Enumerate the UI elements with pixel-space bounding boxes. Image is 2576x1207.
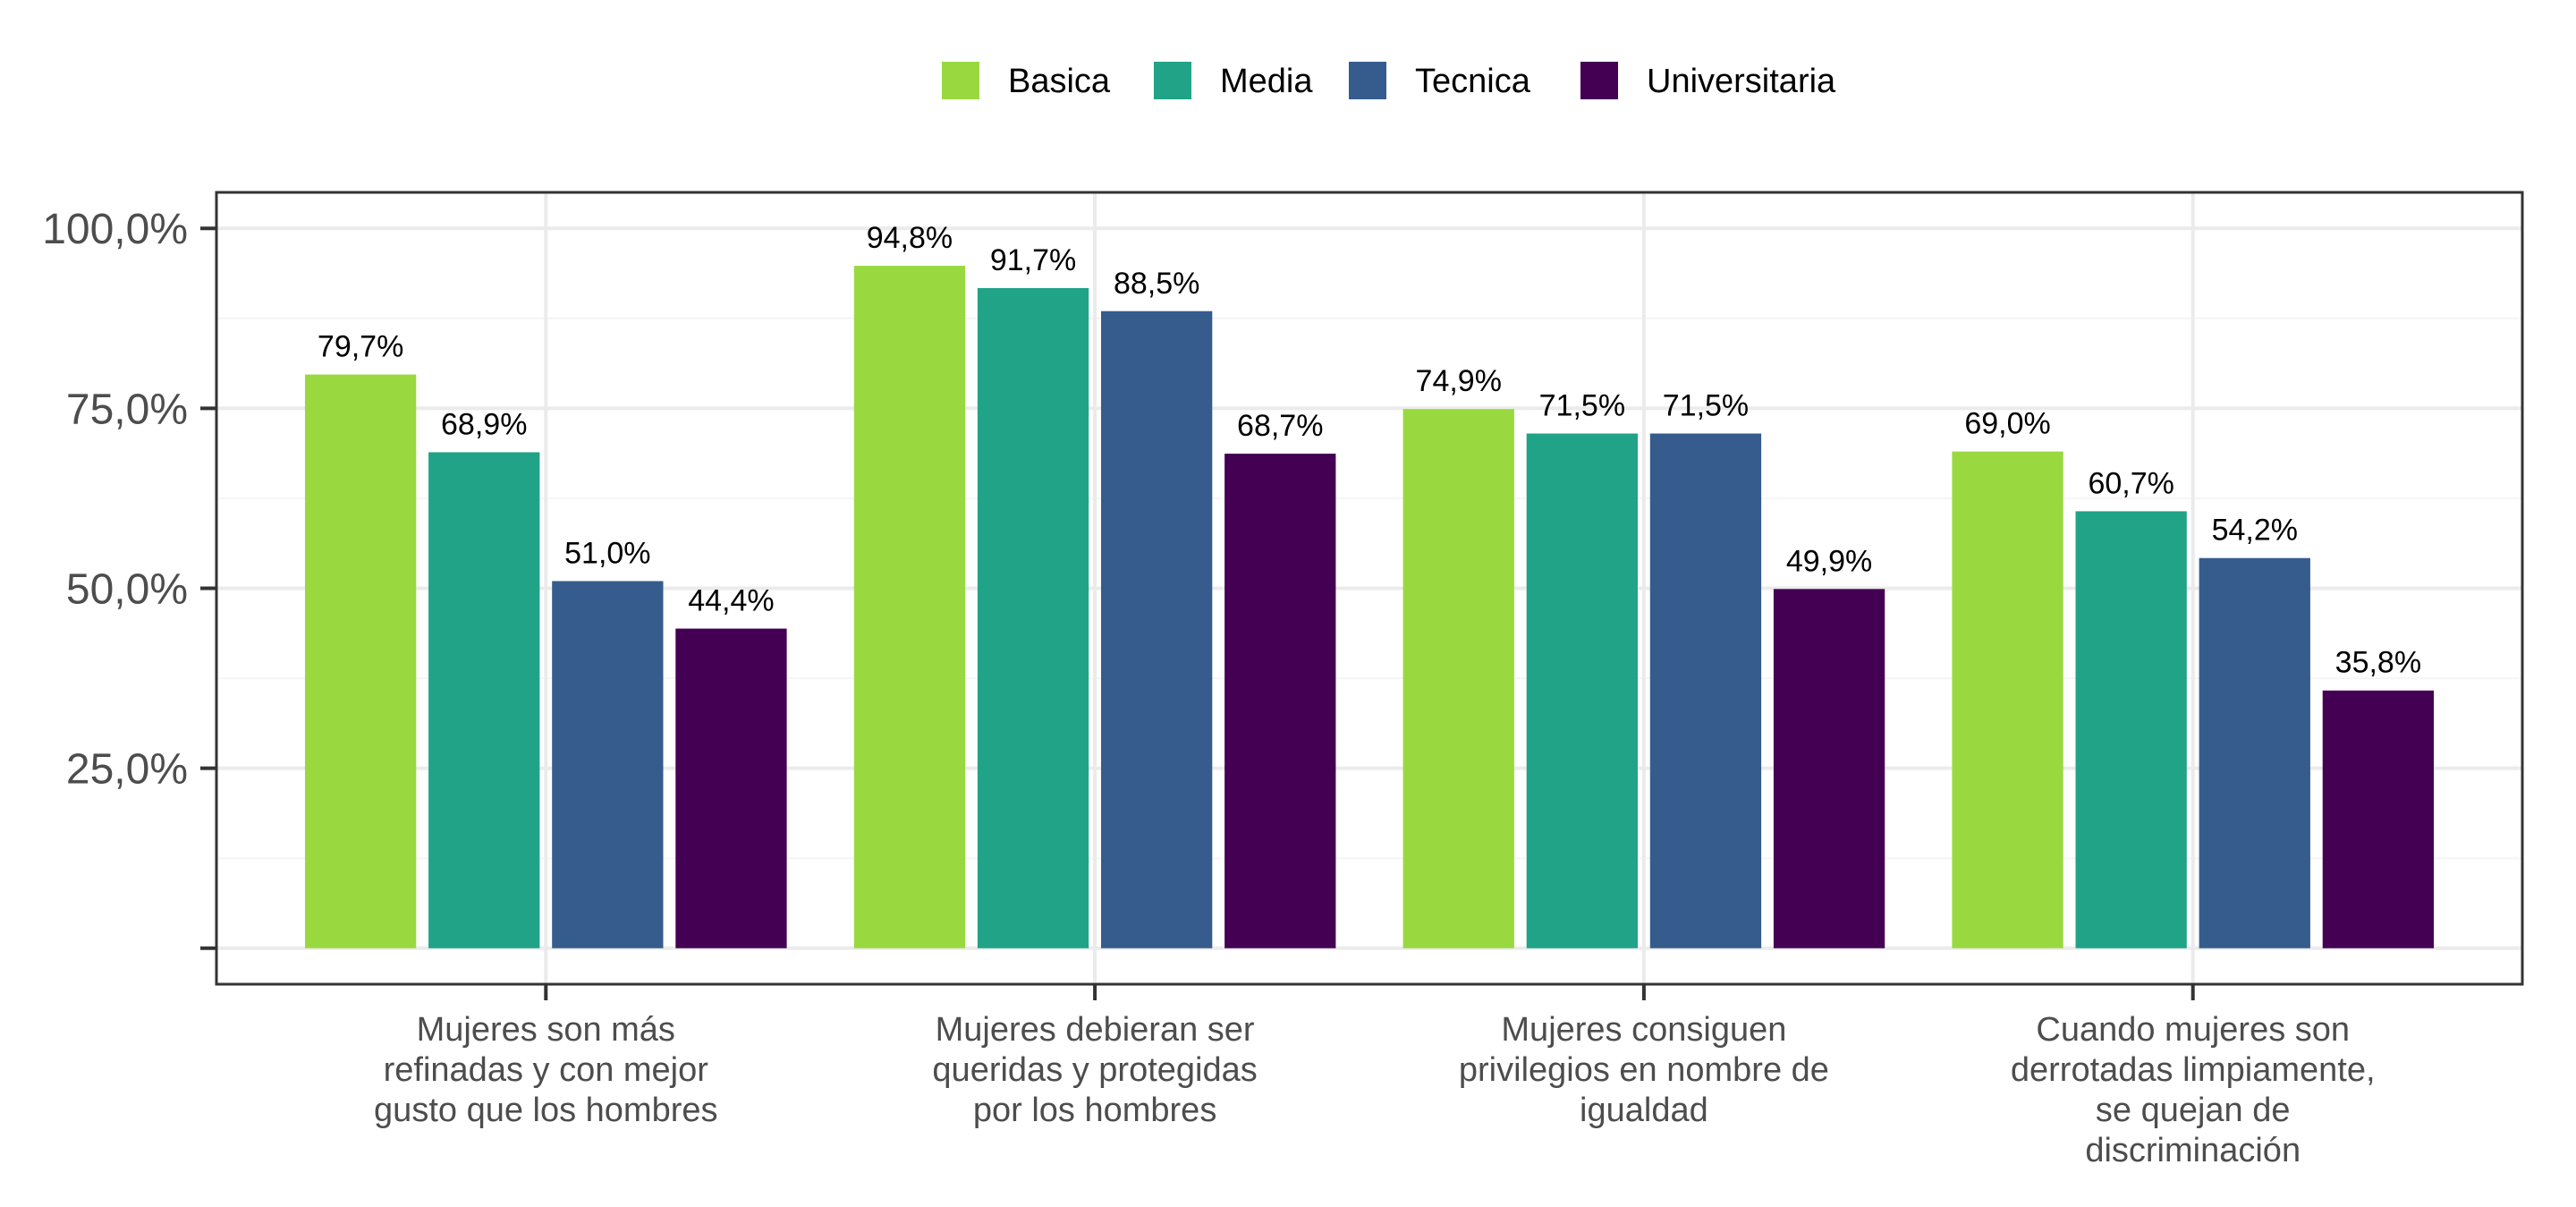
x-tick-label: Mujeres debieran ser bbox=[936, 1011, 1255, 1049]
legend-label: Universitaria bbox=[1647, 63, 1836, 100]
x-tick-label: gusto que los hombres bbox=[374, 1092, 717, 1129]
bar bbox=[853, 266, 966, 948]
data-label: 44,4% bbox=[688, 584, 774, 618]
y-tick-label: 100,0% bbox=[42, 206, 188, 253]
legend-label: Tecnica bbox=[1415, 63, 1531, 100]
bar bbox=[2199, 557, 2310, 948]
legend-key bbox=[1154, 62, 1191, 99]
bar bbox=[2322, 690, 2435, 948]
data-label: 68,9% bbox=[441, 407, 527, 441]
x-tick-label: Mujeres son más bbox=[417, 1011, 675, 1049]
bar bbox=[1649, 433, 1762, 948]
x-tick-label: se quejan de bbox=[2096, 1092, 2291, 1129]
bar bbox=[1224, 454, 1336, 948]
y-tick-label: 75,0% bbox=[66, 386, 188, 433]
x-tick-label: privilegios en nombre de bbox=[1459, 1051, 1829, 1089]
data-label: 68,7% bbox=[1237, 409, 1323, 443]
bar bbox=[1402, 409, 1514, 948]
x-tick-label: refinadas y con mejor bbox=[384, 1051, 709, 1089]
data-label: 79,7% bbox=[318, 330, 403, 364]
x-tick-label: discriminación bbox=[2085, 1132, 2301, 1169]
data-label: 69,0% bbox=[1964, 407, 2050, 441]
legend-key bbox=[942, 62, 979, 99]
x-tick-label: derrotadas limpiamente, bbox=[2011, 1051, 2376, 1089]
data-label: 35,8% bbox=[2335, 646, 2421, 680]
y-tick-label: 25,0% bbox=[66, 746, 188, 794]
bar bbox=[977, 288, 1089, 948]
legend-key bbox=[1580, 62, 1618, 99]
x-tick-label: Cuando mujeres son bbox=[2036, 1011, 2350, 1049]
x-tick-label: por los hombres bbox=[973, 1092, 1216, 1129]
data-label: 54,2% bbox=[2212, 514, 2298, 548]
data-label: 51,0% bbox=[564, 536, 650, 570]
bar bbox=[675, 628, 787, 948]
data-label: 60,7% bbox=[2088, 466, 2174, 500]
x-tick-label: queridas y protegidas bbox=[932, 1051, 1257, 1089]
y-tick-label: 50,0% bbox=[66, 566, 188, 614]
data-label: 49,9% bbox=[1786, 544, 1872, 578]
data-label: 71,5% bbox=[1539, 389, 1625, 423]
bar bbox=[1773, 589, 1885, 948]
bar bbox=[1101, 310, 1213, 948]
bar bbox=[304, 374, 417, 948]
legend-key bbox=[1349, 62, 1386, 99]
data-label: 71,5% bbox=[1663, 389, 1749, 423]
legend-label: Basica bbox=[1008, 63, 1111, 100]
bar bbox=[428, 452, 540, 948]
data-label: 74,9% bbox=[1416, 364, 1502, 398]
legend-label: Media bbox=[1220, 63, 1313, 100]
data-label: 91,7% bbox=[990, 243, 1076, 277]
x-tick-label: Mujeres consiguen bbox=[1501, 1011, 1786, 1049]
bar bbox=[552, 581, 664, 948]
bar bbox=[1526, 433, 1638, 948]
x-tick-label: igualdad bbox=[1580, 1092, 1708, 1129]
data-label: 94,8% bbox=[867, 221, 953, 255]
bar bbox=[2075, 511, 2187, 948]
bar bbox=[1952, 451, 2063, 948]
data-label: 88,5% bbox=[1114, 267, 1199, 301]
